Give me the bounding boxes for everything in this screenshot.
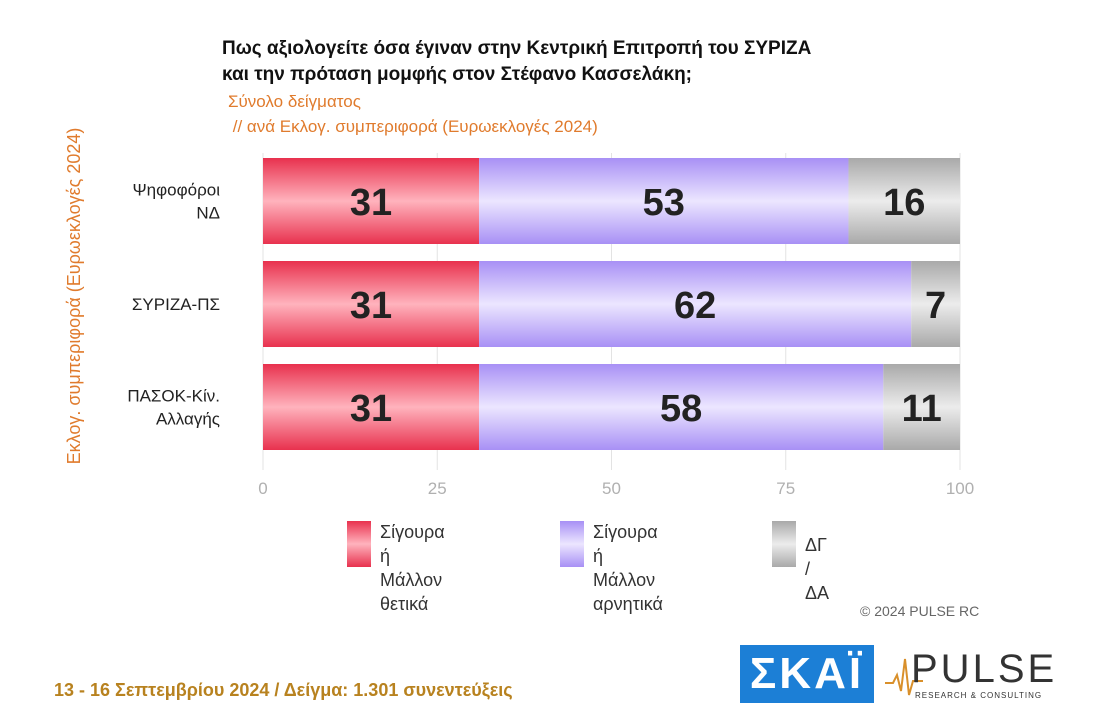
x-tick-label: 50 xyxy=(602,479,621,498)
data-label-positive: 31 xyxy=(350,285,392,327)
subtitle-line-1: Σύνολο δείγματος xyxy=(228,92,361,111)
pulse-tagline: RESEARCH & CONSULTING xyxy=(915,691,1043,700)
legend-label-positive: Σίγουρα ή Μάλλον θετικά xyxy=(380,522,445,614)
category-label: Ψηφοφόροι ΝΔ xyxy=(132,181,220,223)
data-label-positive: 31 xyxy=(350,182,392,224)
bar-segment-positive xyxy=(263,261,480,347)
title-line-1: Πως αξιολογείτε όσα έγιναν στην Κεντρική… xyxy=(222,38,812,59)
data-label-dkna: 7 xyxy=(925,285,946,327)
pulse-wave-icon xyxy=(885,658,923,696)
legend-swatch-positive xyxy=(347,521,371,567)
category-label: ΣΥΡΙΖΑ-ΠΣ xyxy=(132,295,220,314)
bar-segment-negative xyxy=(479,158,849,244)
skai-logo: ΣΚΑΪ xyxy=(740,645,874,703)
bar-segment-positive xyxy=(263,364,480,450)
title-line-2: και την πρόταση μομφής στον Στέφανο Κασσ… xyxy=(222,64,693,85)
legend-swatch-dkna xyxy=(772,521,796,567)
chart-subtitle: Σύνολο δείγματος // ανά Εκλογ. συμπεριφο… xyxy=(228,89,828,139)
chart-title: Πως αξιολογείτε όσα έγιναν στην Κεντρική… xyxy=(222,36,982,88)
x-tick-label: 75 xyxy=(776,479,795,498)
bar-segment-dkna xyxy=(911,261,960,347)
data-label-negative: 53 xyxy=(643,182,685,224)
bar-segment-negative xyxy=(479,364,884,450)
category-label: ΠΑΣΟΚ-Κίν. Αλλαγής xyxy=(127,387,220,429)
x-tick-label: 25 xyxy=(428,479,447,498)
x-tick-label: 0 xyxy=(258,479,267,498)
pulse-logo: PULSE RESEARCH & CONSULTING xyxy=(885,645,1054,705)
data-label-negative: 62 xyxy=(674,285,716,327)
x-tick-label: 100 xyxy=(946,479,974,498)
copyright: © 2024 PULSE RC xyxy=(860,603,980,619)
legend-swatch-negative xyxy=(560,521,584,567)
legend-label-dkna: ΔΓ / ΔΑ xyxy=(805,535,830,603)
bar-segment-negative xyxy=(479,261,912,347)
data-label-positive: 31 xyxy=(350,388,392,430)
subtitle-line-2: // ανά Εκλογ. συμπεριφορά (Ευρωεκλογές 2… xyxy=(228,117,598,136)
data-label-dkna: 16 xyxy=(883,182,925,224)
pulse-wordmark: PULSE xyxy=(911,647,1058,691)
bar-segment-dkna xyxy=(848,158,960,244)
bar-segment-positive xyxy=(263,158,480,244)
data-label-dkna: 11 xyxy=(902,388,942,430)
survey-footer: 13 - 16 Σεπτεμβρίου 2024 / Δείγμα: 1.301… xyxy=(54,680,513,700)
legend-label-negative: Σίγουρα ή Μάλλον αρνητικά xyxy=(593,522,663,614)
bar-segment-dkna xyxy=(883,364,960,450)
data-label-negative: 58 xyxy=(660,388,702,430)
